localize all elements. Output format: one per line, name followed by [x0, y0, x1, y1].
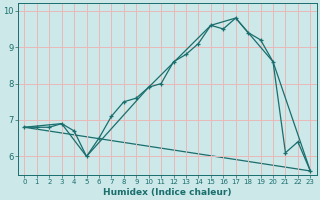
X-axis label: Humidex (Indice chaleur): Humidex (Indice chaleur) [103, 188, 232, 197]
